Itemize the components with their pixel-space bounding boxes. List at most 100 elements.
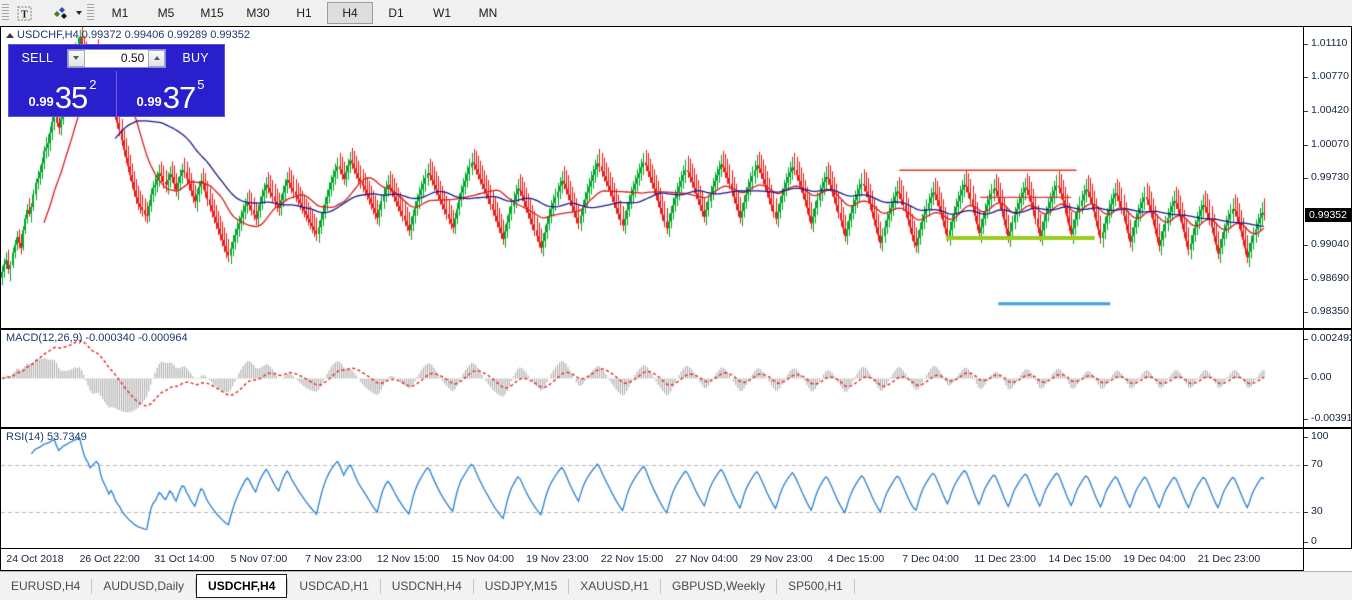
tab-usdcad-h1[interactable]: USDCAD,H1 (299, 579, 369, 593)
chart-header-label: USDCHF,H4 0.99372 0.99406 0.99289 0.9935… (6, 29, 250, 41)
tick-label: 0.002492 (1311, 332, 1352, 344)
svg-text:T: T (21, 9, 28, 20)
time-axis[interactable]: 24 Oct 2018 26 Oct 22:00 31 Oct 14:00 5 Nov… (0, 549, 1304, 571)
collapse-triangle-icon[interactable] (6, 32, 14, 38)
buy-price-sup: 5 (197, 77, 205, 92)
timeframe-m15[interactable]: M15 (200, 6, 224, 20)
timeframe-d1[interactable]: D1 (388, 6, 404, 20)
time-axis-label: 27 Nov 04:00 (675, 553, 738, 565)
tab-separator (472, 578, 474, 594)
tick-label: 1.01110 (1311, 37, 1348, 50)
time-axis-label: 11 Dec 23:00 (974, 553, 1036, 565)
tab-usdjpy-m15[interactable]: USDJPY,M15 (484, 579, 558, 593)
chart-tabs-bar: EURUSD,H4 AUDUSD,Daily USDCHF,H4 USDCAD,H1 U… (0, 571, 1352, 600)
tab-separator (568, 578, 570, 594)
tick-mark (1304, 244, 1308, 246)
tick-label: 30 (1311, 505, 1323, 518)
toolbar-grip-3[interactable] (87, 4, 94, 22)
volume-increase-icon[interactable] (148, 49, 166, 67)
time-axis-label: 4 Dec 15:00 (827, 553, 885, 565)
time-axis-label: 19 Dec 04:00 (1123, 553, 1186, 565)
time-axis-label: 7 Nov 23:00 (305, 553, 362, 565)
tick-mark (1304, 278, 1308, 280)
tick-label: 0 (1311, 535, 1317, 547)
tick-mark (1304, 437, 1308, 438)
sell-price-prefix: 0.99 (28, 94, 54, 109)
macd-panel[interactable]: MACD(12,26,9) -0.000340 -0.000964 (0, 329, 1304, 428)
tick-label: -0.003913 (1311, 412, 1352, 424)
time-axis-label: 12 Nov 15:00 (376, 553, 440, 565)
timeframe-m30[interactable]: M30 (246, 6, 270, 20)
tab-gbpusd-weekly[interactable]: GBPUSD,Weekly (671, 579, 766, 593)
tick-mark (1304, 145, 1308, 147)
time-axis-label: 15 Nov 04:00 (451, 553, 514, 565)
time-axis-label: 19 Nov 23:00 (526, 553, 589, 565)
tab-sp500-h1[interactable]: SP500,H1 (788, 579, 843, 593)
sell-price-big: 35 (54, 80, 88, 115)
tab-eurusd-h4[interactable]: EURUSD,H4 (11, 579, 81, 593)
tick-mark (1304, 378, 1308, 379)
tab-separator (287, 578, 289, 594)
objects-dropdown-icon[interactable] (72, 2, 85, 24)
tick-label: 0.00 (1311, 371, 1332, 383)
tick-label: 70 (1311, 457, 1323, 470)
time-axis-label: 31 Oct 14:00 (154, 553, 215, 565)
tab-xauusd-h1[interactable]: XAUUSD,H1 (580, 579, 649, 593)
tab-separator (659, 578, 661, 594)
tick-label: 0.98350 (1311, 304, 1349, 317)
timeframe-w1[interactable]: W1 (433, 6, 451, 20)
volume-input[interactable]: 0.50 (66, 48, 167, 68)
sell-price-sup: 2 (89, 77, 97, 92)
time-axis-label: 7 Dec 04:00 (902, 553, 959, 565)
buy-button[interactable]: BUY (182, 51, 209, 65)
rsi-panel[interactable]: RSI(14) 53.7349 (0, 428, 1304, 549)
tick-label: 1.00420 (1311, 104, 1349, 117)
tab-usdcnh-h4[interactable]: USDCNH,H4 (391, 579, 462, 593)
objects-icon[interactable] (48, 2, 72, 24)
buy-price-prefix: 0.99 (136, 94, 162, 109)
crosshair-text-icon[interactable]: T (12, 2, 36, 24)
tab-separator (379, 578, 381, 594)
toolbar-grip-1[interactable] (2, 4, 9, 22)
sell-quote[interactable]: 0.99 35 2 (9, 71, 116, 116)
tick-mark (1304, 542, 1308, 543)
octp-controls-row: SELL 0.50 BUY (9, 45, 224, 71)
volume-value[interactable]: 0.50 (120, 51, 145, 65)
tick-label: 1.00770 (1311, 70, 1349, 83)
timeframe-mn[interactable]: MN (478, 6, 498, 20)
time-axis-label: 29 Nov 23:00 (750, 553, 813, 565)
tab-separator (91, 578, 93, 594)
buy-quote[interactable]: 0.99 37 5 (116, 71, 224, 116)
main-toolbar: T M1 M5 M15 M30 H1 H4 D1 W1 MN (0, 0, 1352, 27)
rsi-scale[interactable]: 100 70 30 0 (1304, 428, 1352, 549)
rsi-label: RSI(14) 53.7349 (6, 431, 87, 443)
time-axis-label: 24 Oct 2018 (6, 553, 64, 565)
tick-label: 1.00070 (1311, 138, 1349, 151)
timeframe-m5[interactable]: M5 (157, 6, 175, 20)
tab-separator (776, 578, 778, 594)
tab-audusd-daily[interactable]: AUDUSD,Daily (103, 579, 185, 593)
sell-button[interactable]: SELL (21, 51, 54, 65)
time-axis-label: 14 Dec 15:00 (1048, 553, 1111, 565)
timeframe-h1[interactable]: H1 (296, 6, 312, 20)
tick-label: 0.99040 (1311, 237, 1349, 250)
volume-decrease-icon[interactable] (67, 49, 85, 67)
one-click-trading-panel[interactable]: SELL 0.50 BUY 0.99 35 2 0.99 37 5 (8, 44, 225, 117)
time-axis-label: 21 Dec 23:00 (1197, 553, 1261, 565)
tick-label: 0.98690 (1311, 271, 1349, 284)
chart-area: USDCHF,H4 0.99372 0.99406 0.99289 0.9935… (0, 26, 1352, 571)
tick-label: 100 (1311, 430, 1329, 442)
timeframe-h4[interactable]: H4 (327, 2, 373, 24)
tick-mark (1304, 419, 1308, 420)
tick-mark (1304, 77, 1308, 79)
time-axis-label: 5 Nov 07:00 (230, 553, 288, 565)
tick-mark (1304, 111, 1308, 113)
time-axis-label: 22 Nov 15:00 (600, 553, 664, 565)
tick-mark (1304, 311, 1308, 313)
tick-mark (1304, 464, 1308, 466)
tick-mark (1304, 44, 1308, 46)
price-scale[interactable]: 1.01110 1.00770 1.00420 1.00070 0.99730 0.990… (1304, 26, 1352, 329)
timeframe-m1[interactable]: M1 (111, 6, 129, 20)
macd-scale[interactable]: 0.002492 0.00 -0.003913 (1304, 329, 1352, 428)
tab-usdchf-h4[interactable]: USDCHF,H4 (196, 574, 288, 598)
